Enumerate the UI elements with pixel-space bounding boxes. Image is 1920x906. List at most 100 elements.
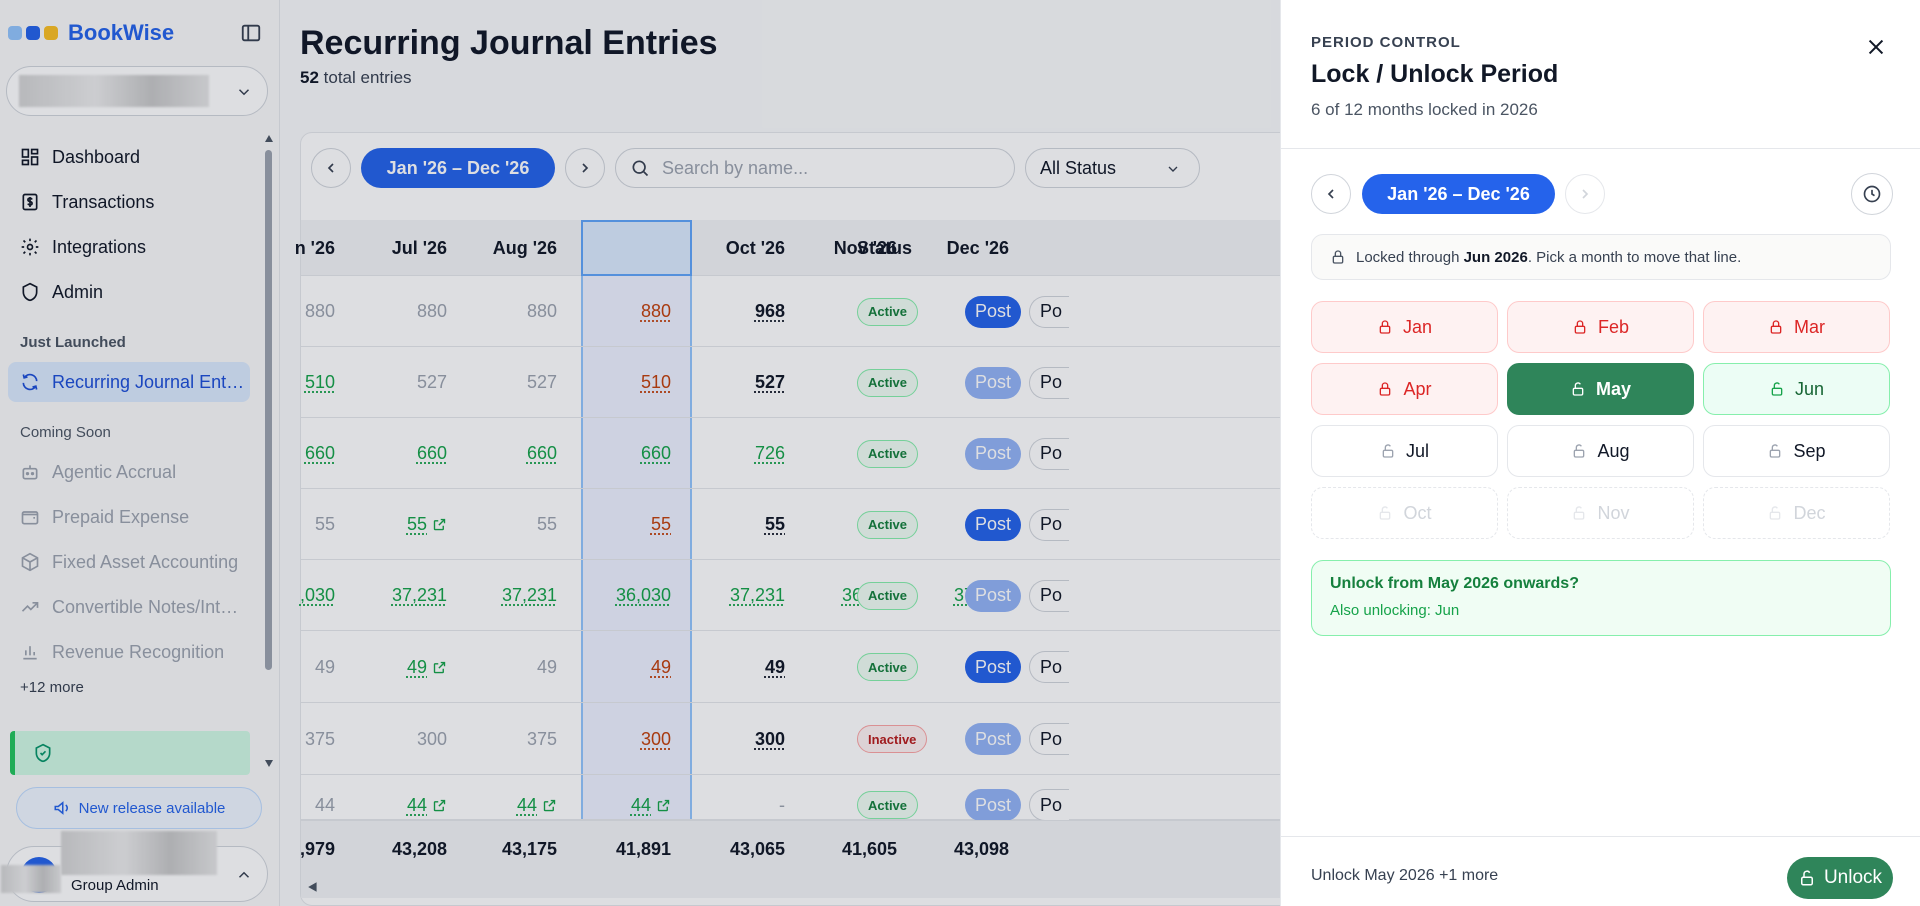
security-banner[interactable] bbox=[10, 731, 250, 775]
next-range-button[interactable] bbox=[565, 148, 605, 188]
post-options-button[interactable]: Po bbox=[1029, 366, 1069, 399]
external-link-icon[interactable] bbox=[432, 517, 447, 532]
sidebar-scroll-thumb[interactable] bbox=[265, 150, 272, 670]
selected-month-header[interactable] bbox=[581, 220, 692, 276]
amount-cell[interactable]: 49 bbox=[551, 655, 671, 679]
table-row[interactable]: 55555555555555ActivePostPo bbox=[301, 489, 1281, 560]
column-header-month[interactable]: Jul '26 bbox=[391, 237, 447, 258]
amount-cell[interactable]: 37,231 bbox=[327, 584, 447, 608]
modal-backdrop[interactable] bbox=[0, 0, 1280, 906]
month-tile-feb[interactable]: Feb bbox=[1507, 301, 1694, 353]
table-row[interactable]: 510527527510527510527ActivePostPo bbox=[301, 347, 1281, 418]
post-options-button[interactable]: Po bbox=[1029, 723, 1069, 755]
column-header-month[interactable]: Nov '26 bbox=[833, 237, 897, 258]
scroll-up-arrow-icon[interactable] bbox=[264, 134, 274, 144]
table-row[interactable]: ,03037,23137,23136,03037,23136,03037,231… bbox=[300, 560, 1281, 631]
amount-cell[interactable]: 55 bbox=[551, 513, 671, 537]
more-items-link[interactable]: +12 more bbox=[20, 679, 84, 696]
amount-cell[interactable]: 527 bbox=[327, 371, 447, 395]
post-options-button[interactable]: Po bbox=[1029, 579, 1069, 612]
horizontal-scrollbar[interactable] bbox=[301, 876, 1281, 898]
user-menu[interactable]: Group Admin bbox=[1, 831, 268, 902]
post-options-button[interactable]: Po bbox=[1029, 651, 1069, 683]
sidebar-item-transactions[interactable]: Transactions bbox=[8, 182, 250, 222]
post-button[interactable]: Post bbox=[965, 508, 1021, 541]
organization-switcher[interactable] bbox=[6, 66, 268, 116]
amount-cell[interactable]: 527 bbox=[437, 371, 557, 395]
status-filter-dropdown[interactable]: All Status bbox=[1025, 148, 1200, 188]
month-tile-mar[interactable]: Mar bbox=[1703, 301, 1890, 353]
history-button[interactable] bbox=[1851, 173, 1893, 215]
column-header-month[interactable]: n '26 bbox=[294, 237, 335, 258]
amount-cell[interactable]: 44 bbox=[437, 793, 557, 817]
amount-cell[interactable]: 527 bbox=[665, 371, 785, 395]
sidebar-item-agentic-accrual[interactable]: Agentic Accrual bbox=[8, 452, 250, 492]
amount-cell[interactable]: 36,030 bbox=[551, 584, 671, 608]
sidebar-item-prepaid-expense[interactable]: Prepaid Expense bbox=[8, 497, 250, 537]
column-header-month[interactable]: Dec '26 bbox=[946, 237, 1009, 258]
sidebar-item-admin[interactable]: Admin bbox=[8, 272, 250, 312]
sidebar-item-recurring-journal-entries[interactable]: Recurring Journal Ent… bbox=[8, 362, 250, 402]
post-button[interactable]: Post bbox=[965, 723, 1021, 755]
scroll-left-arrow-icon[interactable] bbox=[307, 881, 319, 893]
date-range-pill[interactable]: Jan '26 – Dec '26 bbox=[361, 148, 555, 188]
amount-cell[interactable]: 375 bbox=[437, 727, 557, 751]
external-link-icon[interactable] bbox=[432, 798, 447, 813]
amount-cell[interactable]: 300 bbox=[551, 727, 671, 751]
post-options-button[interactable]: Po bbox=[1029, 437, 1069, 470]
amount-cell[interactable]: 49 bbox=[327, 655, 447, 679]
amount-cell[interactable]: 44 bbox=[551, 793, 671, 817]
amount-cell[interactable]: 510 bbox=[551, 371, 671, 395]
table-row[interactable]: 375300375300300375300InactivePostPo bbox=[301, 703, 1281, 775]
prev-range-button[interactable] bbox=[311, 148, 351, 188]
amount-cell[interactable]: 49 bbox=[215, 655, 335, 679]
brand[interactable]: BookWise bbox=[8, 20, 174, 46]
sidebar-item-convertible-notes[interactable]: Convertible Notes/Int… bbox=[8, 587, 250, 627]
scroll-down-arrow-icon[interactable] bbox=[264, 758, 274, 768]
post-options-button[interactable]: Po bbox=[1029, 295, 1069, 328]
amount-cell[interactable]: 55 bbox=[665, 513, 785, 537]
amount-cell[interactable]: 55 bbox=[215, 513, 335, 537]
month-tile-may[interactable]: May bbox=[1507, 363, 1694, 415]
amount-cell[interactable]: 880 bbox=[215, 300, 335, 324]
table-row[interactable]: 49494949494949ActivePostPo bbox=[301, 631, 1281, 703]
amount-cell[interactable]: 44 bbox=[327, 793, 447, 817]
amount-cell[interactable]: 880 bbox=[551, 300, 671, 324]
column-header-month[interactable]: Aug '26 bbox=[492, 237, 557, 258]
amount-cell[interactable]: 880 bbox=[327, 300, 447, 324]
sidebar-item-revenue-recognition[interactable]: Revenue Recognition bbox=[8, 632, 250, 672]
amount-cell[interactable]: 55 bbox=[437, 513, 557, 537]
amount-cell[interactable]: 510 bbox=[215, 371, 335, 395]
external-link-icon[interactable] bbox=[432, 660, 447, 675]
amount-cell[interactable]: 300 bbox=[665, 727, 785, 751]
amount-cell[interactable]: 660 bbox=[437, 442, 557, 466]
column-header-month[interactable]: Oct '26 bbox=[725, 237, 785, 258]
drawer-next-range-button[interactable] bbox=[1565, 174, 1605, 214]
month-tile-jan[interactable]: Jan bbox=[1311, 301, 1498, 353]
table-row[interactable]: 880880880880968880880ActivePostPo bbox=[301, 276, 1281, 347]
month-tile-apr[interactable]: Apr bbox=[1311, 363, 1498, 415]
search-input[interactable] bbox=[662, 157, 992, 179]
close-icon[interactable] bbox=[1865, 36, 1887, 58]
amount-cell[interactable]: 968 bbox=[665, 300, 785, 324]
unlock-button[interactable]: Unlock bbox=[1787, 857, 1893, 899]
sidebar-scrollbar[interactable] bbox=[263, 130, 273, 770]
amount-cell[interactable]: 375 bbox=[215, 727, 335, 751]
amount-cell[interactable]: ,030 bbox=[215, 584, 335, 608]
post-button[interactable]: Post bbox=[965, 366, 1021, 399]
new-release-button[interactable]: New release available bbox=[16, 787, 262, 829]
month-tile-sep[interactable]: Sep bbox=[1703, 425, 1890, 477]
amount-cell[interactable]: 37,231 bbox=[665, 584, 785, 608]
amount-cell[interactable]: 55 bbox=[327, 513, 447, 537]
post-button[interactable]: Post bbox=[965, 437, 1021, 470]
sidebar-toggle-icon[interactable] bbox=[240, 22, 262, 44]
external-link-icon[interactable] bbox=[656, 798, 671, 813]
month-tile-jul[interactable]: Jul bbox=[1311, 425, 1498, 477]
drawer-date-range-pill[interactable]: Jan '26 – Dec '26 bbox=[1362, 174, 1555, 214]
amount-cell[interactable]: 49 bbox=[665, 655, 785, 679]
table-row[interactable]: 660660660660726660660ActivePostPo bbox=[301, 418, 1281, 489]
column-header-status[interactable]: Status bbox=[857, 237, 913, 258]
post-options-button[interactable]: Po bbox=[1029, 508, 1069, 541]
post-button[interactable]: Post bbox=[965, 789, 1021, 821]
